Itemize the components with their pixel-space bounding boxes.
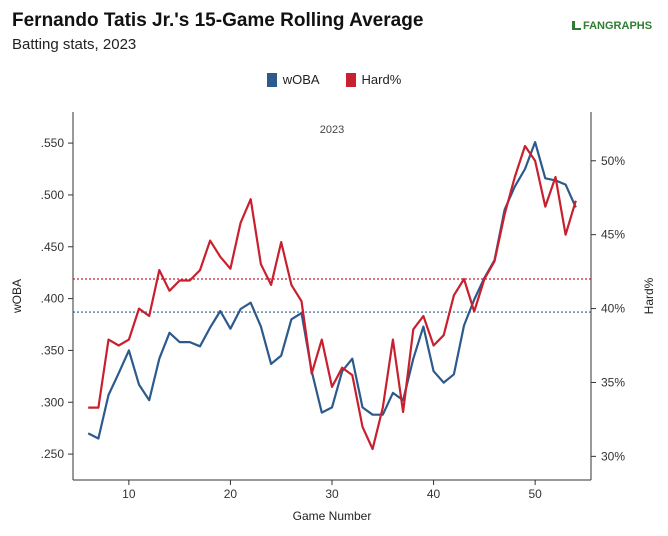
x-tick-label: 10 xyxy=(122,487,136,501)
brand-text: FANGRAPHS xyxy=(583,20,653,32)
y-left-tick-label: .350 xyxy=(41,343,65,357)
bottom-axis: 10 20 30 40 50 xyxy=(122,480,542,501)
left-axis: .250 .300 .350 .400 .450 .500 .550 xyxy=(41,136,73,461)
plot-frame xyxy=(72,112,592,481)
legend-label-hard: Hard% xyxy=(361,72,402,87)
y-axis-left-title: wOBA xyxy=(10,279,24,314)
right-axis: 30% 35% 40% 45% 50% xyxy=(591,154,625,463)
fangraphs-logo: FANGRAPHS xyxy=(572,20,652,32)
y-axis-right-title: Hard% xyxy=(642,277,656,314)
y-left-tick-label: .300 xyxy=(41,395,65,409)
chart-legend: wOBA Hard% xyxy=(0,72,668,87)
hard-series-line xyxy=(88,144,577,451)
y-right-tick-label: 30% xyxy=(601,449,625,463)
chart-title: Fernando Tatis Jr.'s 15-Game Rolling Ave… xyxy=(12,10,424,31)
fangraphs-mark-icon xyxy=(572,21,581,30)
y-left-tick-label: .500 xyxy=(41,188,65,202)
y-left-tick-label: .400 xyxy=(41,292,65,306)
y-right-tick-label: 40% xyxy=(601,302,625,316)
series-layer xyxy=(87,141,577,451)
x-tick-label: 50 xyxy=(528,487,542,501)
y-right-tick-label: 35% xyxy=(601,375,625,389)
x-tick-label: 30 xyxy=(325,487,339,501)
x-axis-title: Game Number xyxy=(293,509,372,523)
legend-item-woba[interactable]: wOBA xyxy=(266,72,320,87)
y-left-tick-label: .550 xyxy=(41,136,65,150)
woba-series-line xyxy=(87,141,577,440)
legend-item-hard[interactable]: Hard% xyxy=(345,72,402,87)
legend-swatch-hard xyxy=(345,72,356,87)
panel-label: 2023 xyxy=(320,124,344,136)
legend-label-woba: wOBA xyxy=(282,72,320,87)
y-left-tick-label: .450 xyxy=(41,240,65,254)
y-right-tick-label: 50% xyxy=(601,154,625,168)
x-tick-label: 40 xyxy=(427,487,441,501)
x-tick-label: 20 xyxy=(224,487,238,501)
y-right-tick-label: 45% xyxy=(601,228,625,242)
legend-swatch-woba xyxy=(266,72,277,87)
y-left-tick-label: .250 xyxy=(41,447,65,461)
chart-subtitle: Batting stats, 2023 xyxy=(12,36,137,53)
